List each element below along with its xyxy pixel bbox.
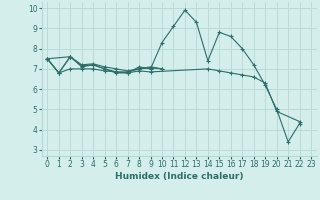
X-axis label: Humidex (Indice chaleur): Humidex (Indice chaleur) (115, 172, 244, 181)
